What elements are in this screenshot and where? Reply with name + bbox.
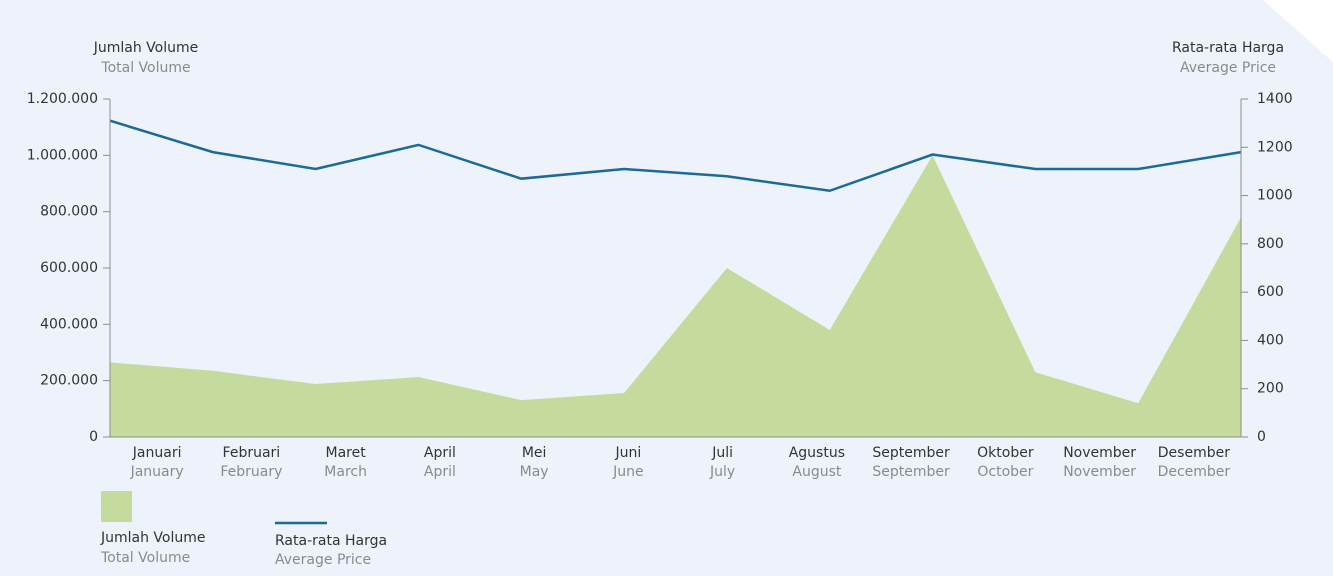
x-tick-label: April: [424, 445, 456, 461]
x-tick-label: Oktober: [977, 445, 1034, 461]
y2-tick-label: 800: [1257, 236, 1284, 252]
y2-tick-label: 1400: [1257, 91, 1293, 107]
y-tick-label: 0: [89, 429, 98, 445]
x-tick-label: Maret: [326, 445, 367, 461]
y2-tick-label: 400: [1257, 332, 1284, 348]
y2-tick-label: 600: [1257, 284, 1284, 300]
legend-swatch-volume: [101, 491, 132, 522]
x-tick-label: Agustus: [789, 445, 845, 461]
y-axis-title: Jumlah Volume: [93, 40, 199, 56]
x-tick-sublabel: March: [324, 464, 367, 480]
x-tick-label: Juni: [614, 445, 641, 461]
x-tick-sublabel: November: [1063, 464, 1136, 480]
y2-axis-subtitle: Average Price: [1180, 60, 1276, 76]
legend-sublabel: Average Price: [275, 552, 371, 568]
x-tick-sublabel: May: [520, 464, 549, 480]
y-tick-label: 1.000.000: [27, 147, 98, 163]
y-tick-label: 1.200.000: [27, 91, 98, 107]
y2-tick-label: 1000: [1257, 188, 1293, 204]
x-tick-sublabel: December: [1158, 464, 1231, 480]
legend-sublabel: Total Volume: [100, 550, 190, 566]
y2-tick-label: 0: [1257, 429, 1266, 445]
y2-axis-title: Rata-rata Harga: [1172, 40, 1284, 56]
price-line: [109, 119, 1242, 193]
y-axis-subtitle: Total Volume: [100, 60, 190, 76]
x-tick-label: Juli: [711, 445, 733, 461]
y2-tick-label: 200: [1257, 381, 1284, 397]
x-tick-sublabel: July: [709, 464, 735, 480]
x-tick-sublabel: January: [130, 464, 184, 480]
volume-area: [110, 155, 1241, 438]
x-tick-sublabel: April: [424, 464, 456, 480]
x-tick-sublabel: August: [792, 464, 842, 480]
y-tick-label: 200.000: [40, 373, 98, 389]
legend-label: Rata-rata Harga: [275, 533, 387, 549]
x-tick-label: September: [872, 445, 950, 461]
x-tick-sublabel: February: [220, 464, 282, 480]
y-tick-label: 800.000: [40, 204, 98, 220]
x-tick-sublabel: June: [612, 464, 644, 480]
x-tick-sublabel: October: [977, 464, 1033, 480]
x-tick-label: Desember: [1158, 445, 1230, 461]
y-tick-label: 400.000: [40, 316, 98, 332]
y-tick-label: 600.000: [40, 260, 98, 276]
x-tick-sublabel: September: [872, 464, 950, 480]
legend-label: Jumlah Volume: [100, 530, 206, 546]
y2-tick-label: 1200: [1257, 139, 1293, 155]
x-tick-label: Januari: [132, 445, 182, 461]
x-tick-label: November: [1063, 445, 1136, 461]
x-tick-label: Mei: [522, 445, 547, 461]
x-tick-label: Februari: [223, 445, 281, 461]
